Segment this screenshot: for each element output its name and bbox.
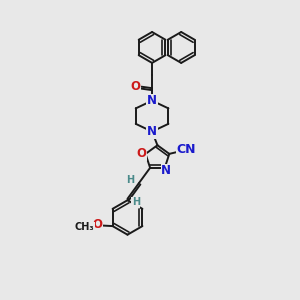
Text: N: N <box>147 94 157 107</box>
Text: N: N <box>161 164 171 177</box>
Text: O: O <box>136 147 146 161</box>
Text: CH₃: CH₃ <box>75 222 94 232</box>
Text: H: H <box>132 197 140 207</box>
Text: O: O <box>130 80 140 93</box>
Text: H: H <box>126 175 134 185</box>
Text: CN: CN <box>176 143 196 156</box>
Text: O: O <box>93 218 103 231</box>
Text: N: N <box>147 125 157 138</box>
